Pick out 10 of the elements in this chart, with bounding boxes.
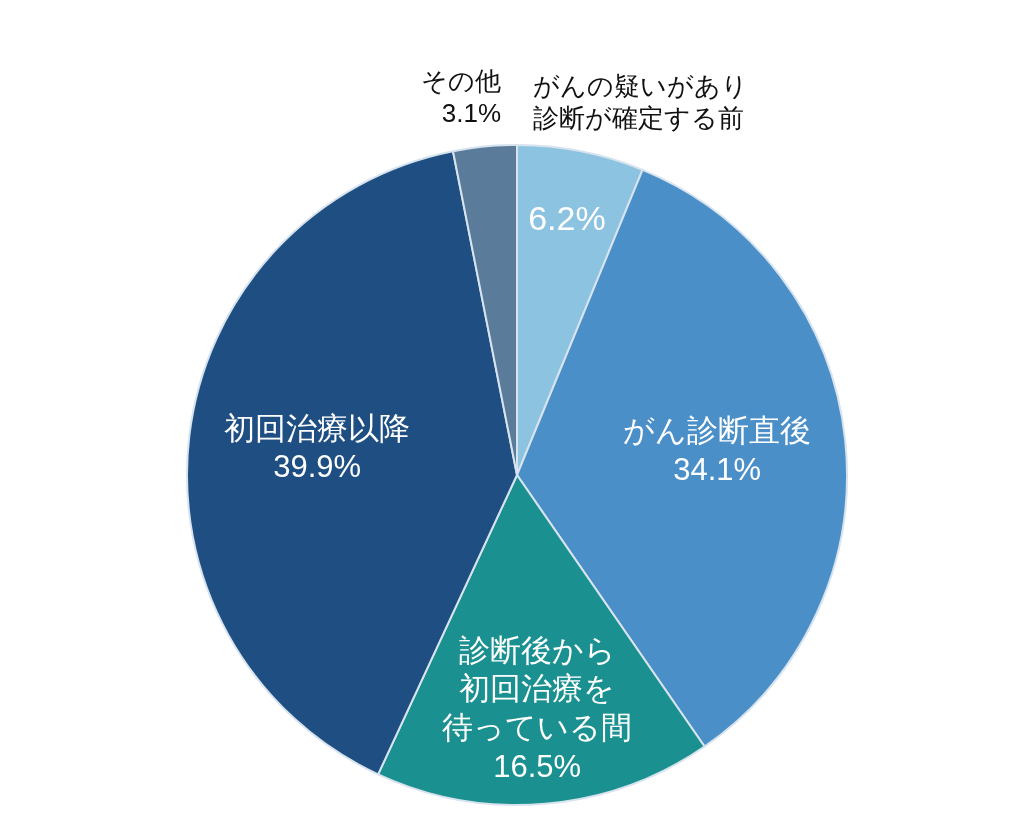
data-label: 3.1% [441, 98, 501, 129]
slice-label: 初回治療以降 [224, 410, 411, 446]
data-label: 16.5% [493, 748, 582, 784]
data-label: 39.9% [273, 449, 362, 485]
slice-label: がん診断直後 [623, 413, 812, 449]
slice-label: 診断後から初回治療を待っている間 [442, 632, 633, 746]
slice-label: がんの疑いがあり診断が確定する前 [533, 70, 748, 134]
data-label: 34.1% [673, 451, 762, 487]
data-label: 6.2% [528, 199, 606, 238]
slice-label: その他 [421, 65, 501, 96]
